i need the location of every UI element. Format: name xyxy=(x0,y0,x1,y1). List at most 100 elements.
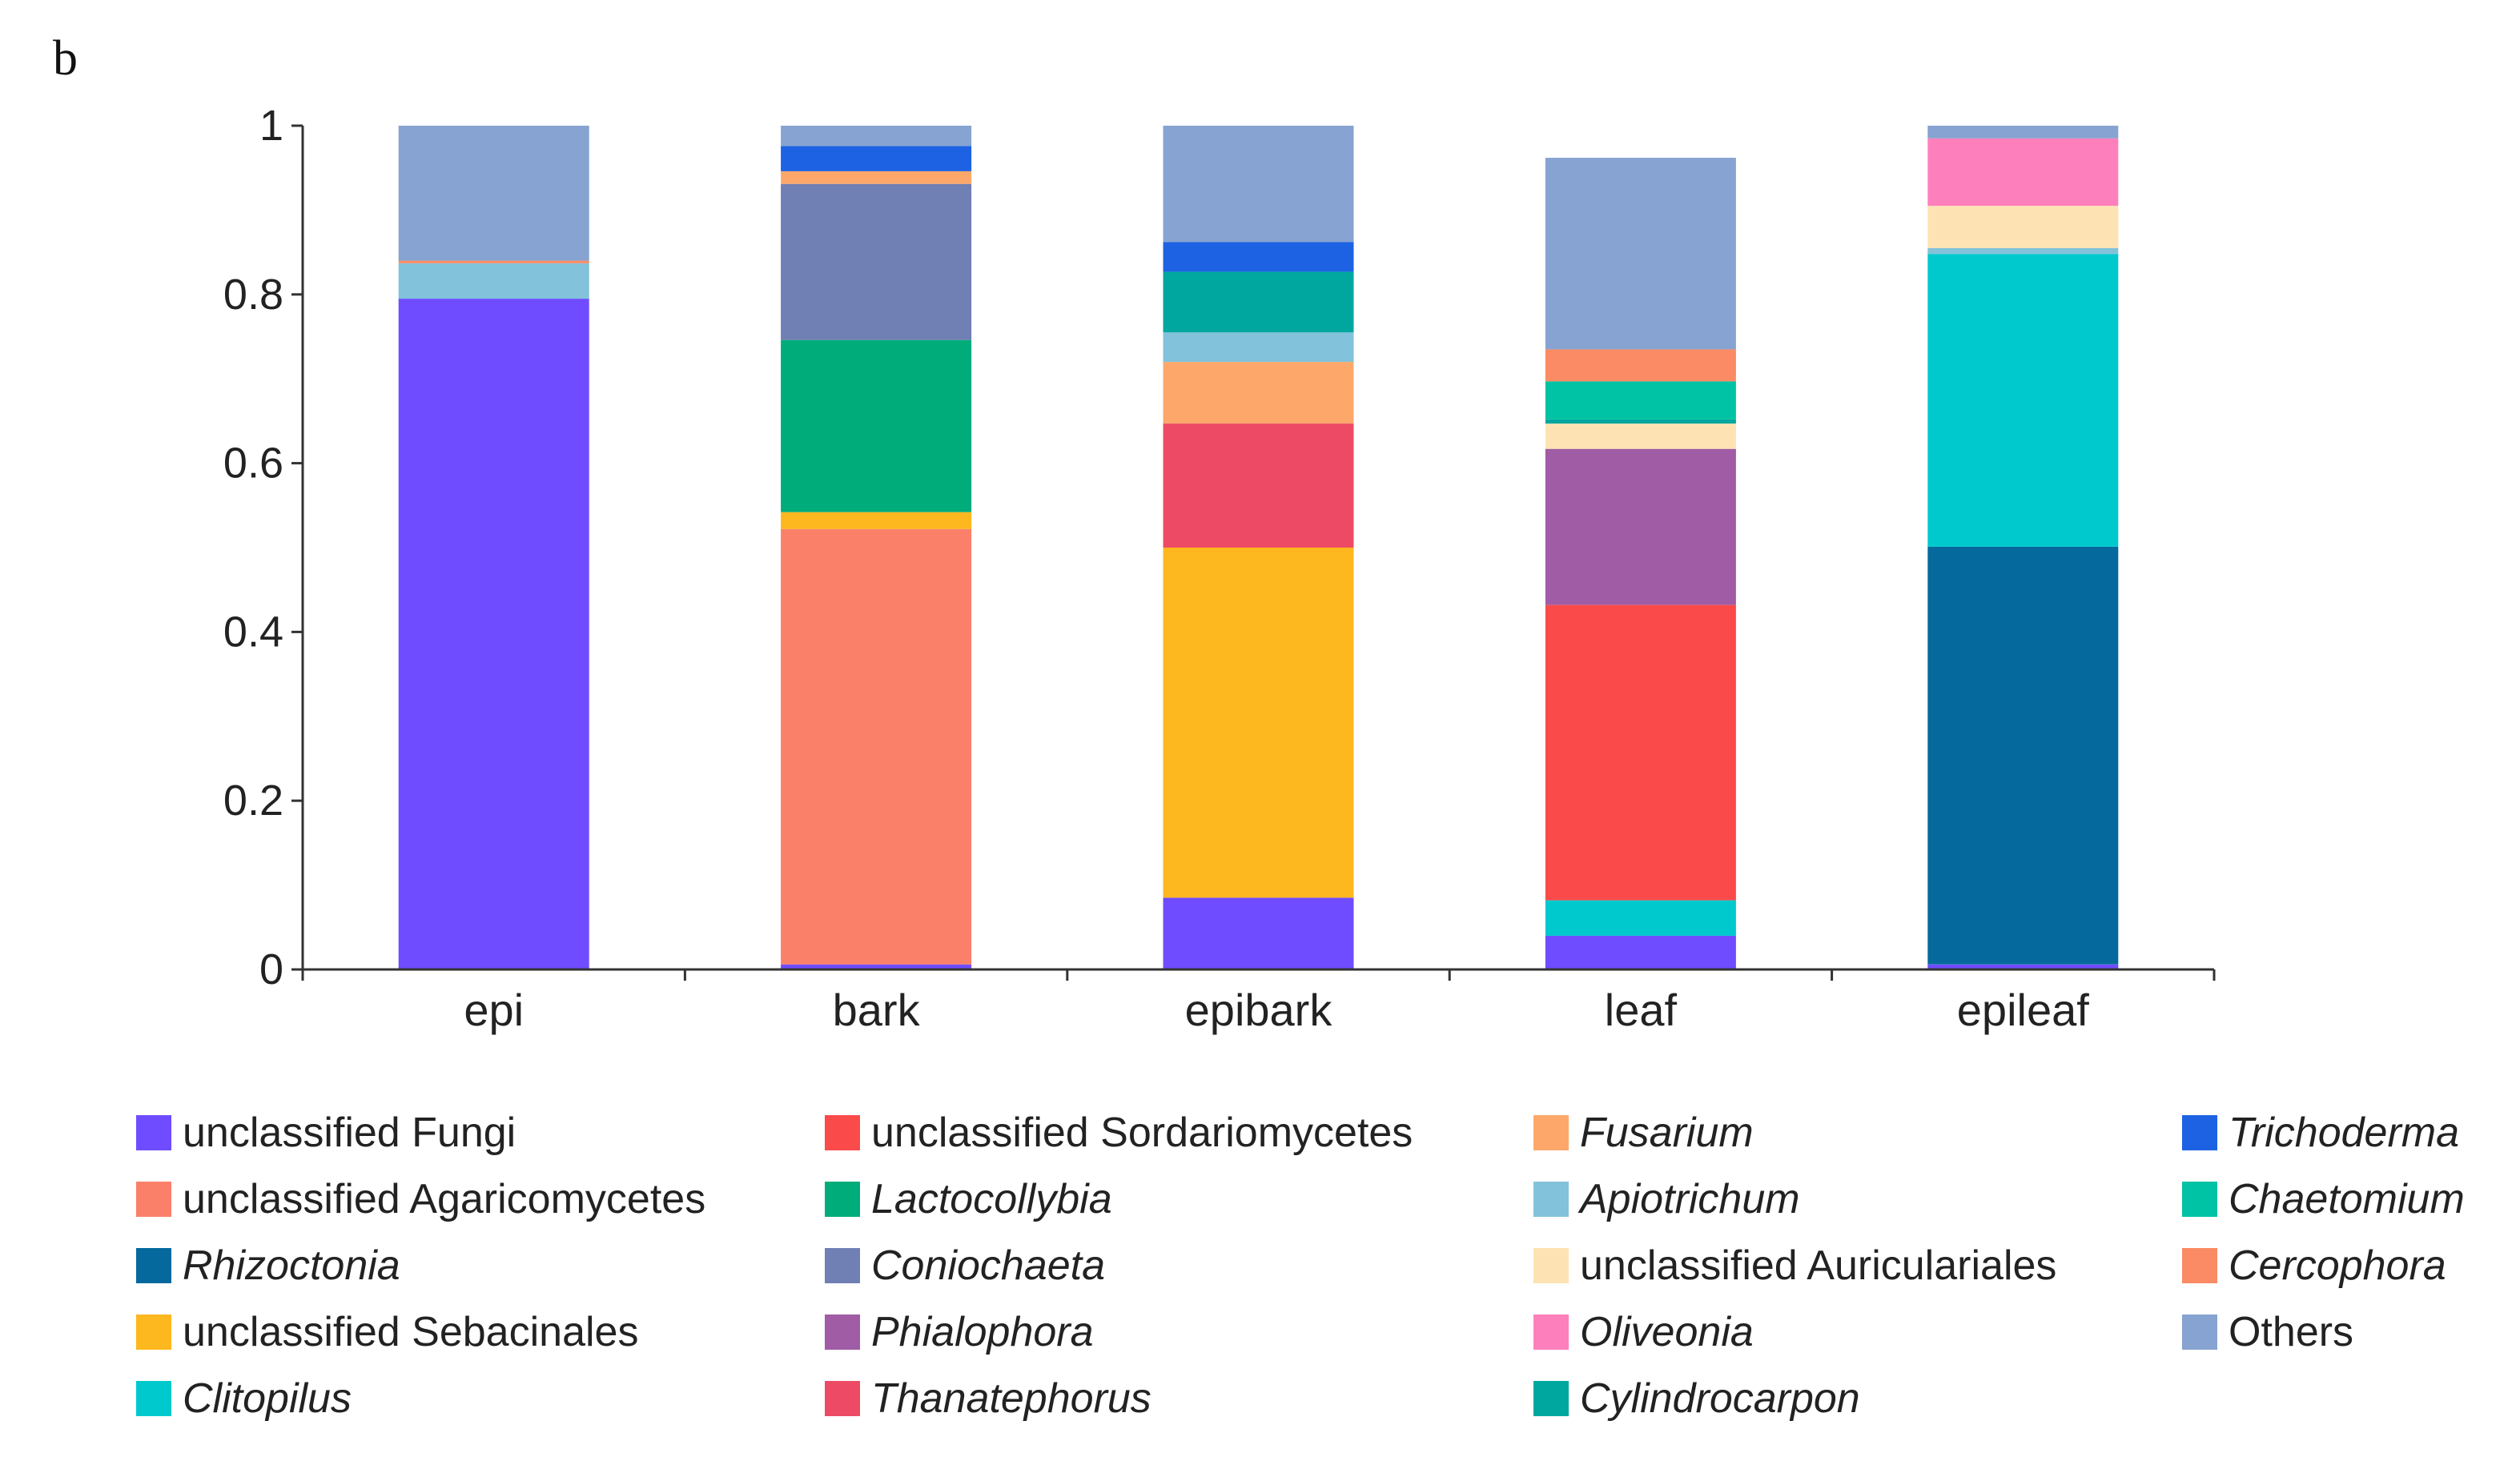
bar-segment-epibark-14 xyxy=(1163,271,1354,333)
bar-segment-leaf-8 xyxy=(1545,448,1736,605)
y-tick-label-4: 0.8 xyxy=(223,271,283,319)
bar-segment-bark-10 xyxy=(781,171,972,184)
bar-segment-leaf-16 xyxy=(1545,381,1736,419)
bar-segment-bark-15 xyxy=(781,146,972,171)
legend-swatch xyxy=(825,1381,860,1416)
legend-label: Rhizoctonia xyxy=(183,1242,400,1289)
legend-item: Lactocollybia xyxy=(825,1175,1112,1223)
legend-label: Chaetomium xyxy=(2229,1176,2465,1222)
bar-segment-epibark-11 xyxy=(1163,332,1354,363)
bar-segment-bark-6 xyxy=(781,339,972,512)
legend-swatch xyxy=(2182,1115,2217,1150)
legend-swatch xyxy=(825,1248,860,1283)
legend-label: Lactocollybia xyxy=(871,1176,1112,1222)
legend-swatch xyxy=(2182,1182,2217,1217)
bar-segment-epileaf-18 xyxy=(1927,126,2119,138)
legend-swatch xyxy=(825,1314,860,1350)
y-tick-label-0: 0 xyxy=(259,945,283,993)
bar-segment-epibark-15 xyxy=(1163,242,1354,272)
legend-label: Coniochaeta xyxy=(871,1242,1105,1289)
legend-label: Apiotrichum xyxy=(1580,1176,1800,1222)
legend-label: unclassified Auriculariales xyxy=(1580,1242,2057,1289)
legend-swatch xyxy=(2182,1248,2217,1283)
bar-segment-leaf-12 xyxy=(1545,423,1736,449)
bar-segment-leaf-4 xyxy=(1545,900,1736,936)
bar-segment-leaf-5 xyxy=(1545,604,1736,901)
legend-label: unclassified Sordariomycetes xyxy=(871,1110,1413,1156)
legend-swatch xyxy=(1533,1182,1569,1217)
bar-segment-epibark-3 xyxy=(1163,548,1354,898)
legend-item: Cercophora xyxy=(2182,1242,2446,1290)
legend-item: unclassified Agaricomycetes xyxy=(136,1175,705,1223)
legend-label: Fusarium xyxy=(1580,1110,1754,1156)
legend-label: Clitopilus xyxy=(183,1375,352,1422)
legend-swatch xyxy=(136,1182,171,1217)
legend-label: unclassified Fungi xyxy=(183,1110,516,1156)
legend-swatch xyxy=(1533,1248,1569,1283)
bar-segment-epileaf-13 xyxy=(1927,138,2119,207)
y-tick-label-1: 0.2 xyxy=(223,777,283,825)
legend-swatch xyxy=(136,1115,171,1150)
legend-label: Cylindrocarpon xyxy=(1580,1375,1860,1422)
legend-item: unclassified Auriculariales xyxy=(1533,1242,2056,1290)
bar-segment-epi-17 xyxy=(398,260,589,263)
legend-label: Phialophora xyxy=(871,1309,1094,1355)
legend-item: Phialophora xyxy=(825,1308,1094,1356)
legend-item: Others xyxy=(2182,1308,2353,1356)
legend-item: unclassified Sebacinales xyxy=(136,1308,638,1356)
bar-segment-epileaf-0 xyxy=(1927,964,2119,969)
bar-segment-epi-0 xyxy=(398,299,589,970)
bar-segment-bark-0 xyxy=(781,964,972,969)
legend-swatch xyxy=(1533,1381,1569,1416)
bar-segment-epileaf-4 xyxy=(1927,254,2119,547)
x-tick-label-bark: bark xyxy=(833,985,921,1035)
bar-segment-leaf-18 xyxy=(1545,158,1736,350)
x-tick-label-epibark: epibark xyxy=(1185,985,1333,1035)
bar-segment-epileaf-11 xyxy=(1927,247,2119,255)
legend-item: unclassified Fungi xyxy=(136,1109,516,1157)
legend-swatch xyxy=(136,1248,171,1283)
legend-swatch xyxy=(1533,1314,1569,1350)
bar-segment-leaf-14 xyxy=(1545,419,1736,424)
legend-label: unclassified Sebacinales xyxy=(183,1309,639,1355)
legend-swatch xyxy=(136,1314,171,1350)
legend-item: Coniochaeta xyxy=(825,1242,1105,1290)
legend-swatch xyxy=(1533,1115,1569,1150)
bar-segment-epileaf-2 xyxy=(1927,546,2119,965)
bar-segment-epibark-9 xyxy=(1163,423,1354,548)
bar-segment-epibark-10 xyxy=(1163,362,1354,423)
legend-label: Cercophora xyxy=(2229,1242,2446,1289)
legend-item: Clitopilus xyxy=(136,1375,352,1423)
legend-item: Thanatephorus xyxy=(825,1375,1151,1423)
legend-label: Oliveonia xyxy=(1580,1309,1754,1355)
legend-item: unclassified Sordariomycetes xyxy=(825,1109,1413,1157)
legend-label: Thanatephorus xyxy=(871,1375,1151,1422)
bar-segment-epibark-0 xyxy=(1163,897,1354,969)
y-tick-label-2: 0.4 xyxy=(223,608,283,656)
bar-segment-leaf-0 xyxy=(1545,935,1736,969)
legend-item: Fusarium xyxy=(1533,1109,1754,1157)
bar-segment-epi-18 xyxy=(398,126,589,261)
legend-item: Apiotrichum xyxy=(1533,1175,1800,1223)
legend-item: Cylindrocarpon xyxy=(1533,1375,1860,1423)
bar-segment-epi-11 xyxy=(398,263,589,299)
legend-swatch xyxy=(2182,1314,2217,1350)
bar-segment-bark-7 xyxy=(781,183,972,340)
bar-segment-leaf-17 xyxy=(1545,349,1736,382)
bar-segment-epileaf-12 xyxy=(1927,206,2119,248)
bar-segment-bark-3 xyxy=(781,512,972,529)
x-tick-label-leaf: leaf xyxy=(1605,985,1678,1035)
legend-label: Trichoderma xyxy=(2229,1110,2460,1156)
x-tick-label-epi: epi xyxy=(464,985,524,1035)
bar-segment-bark-18 xyxy=(781,126,972,147)
y-tick-label-5: 1 xyxy=(259,102,283,150)
legend-item: Rhizoctonia xyxy=(136,1242,400,1290)
legend-label: unclassified Agaricomycetes xyxy=(183,1176,706,1222)
legend-swatch xyxy=(825,1115,860,1150)
x-tick-label-epileaf: epileaf xyxy=(1957,985,2089,1035)
legend-swatch xyxy=(825,1182,860,1217)
legend: unclassified Fungi unclassified Agaricomy… xyxy=(136,1109,2506,1445)
y-tick-label-3: 0.6 xyxy=(223,440,283,488)
legend-swatch xyxy=(136,1381,171,1416)
